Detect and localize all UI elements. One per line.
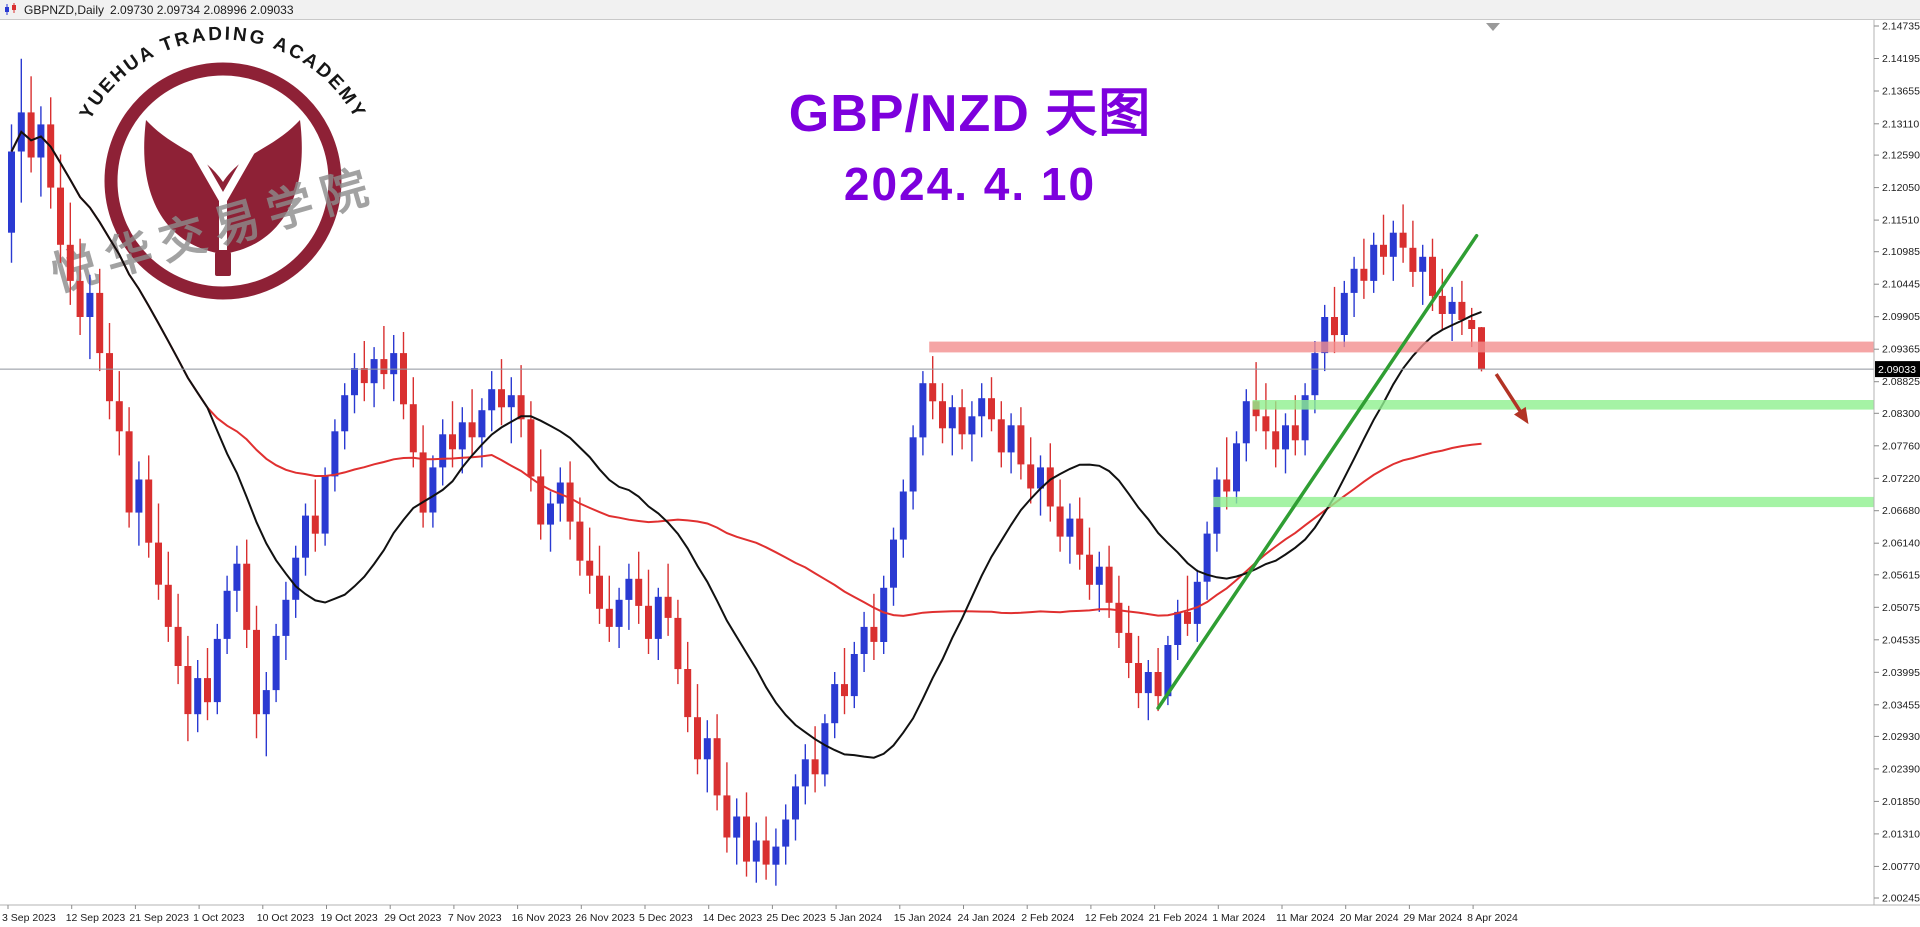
price-axis-label: 2.08300 bbox=[1882, 408, 1920, 420]
price-axis-label: 2.13655 bbox=[1882, 86, 1920, 98]
time-axis-label: 20 Mar 2024 bbox=[1340, 912, 1399, 924]
price-axis-label: 2.14195 bbox=[1882, 53, 1920, 65]
time-axis-label: 11 Mar 2024 bbox=[1276, 912, 1334, 924]
price-axis-label: 2.07760 bbox=[1882, 440, 1920, 452]
time-axis-label: 1 Oct 2023 bbox=[193, 912, 245, 924]
price-axis-label: 2.04535 bbox=[1882, 634, 1920, 646]
price-axis-label: 2.00245 bbox=[1882, 893, 1920, 905]
price-axis-label: 2.10985 bbox=[1882, 246, 1920, 258]
time-axis-label: 29 Mar 2024 bbox=[1403, 912, 1462, 924]
ohlc-quote-label: 2.09730 2.09734 2.08996 2.09033 bbox=[110, 2, 294, 17]
time-axis-label: 16 Nov 2023 bbox=[512, 912, 572, 924]
price-axis-label: 2.10445 bbox=[1882, 279, 1920, 291]
chart-title-bar: GBPNZD,Daily 2.09730 2.09734 2.08996 2.0… bbox=[0, 0, 1920, 20]
time-axis-label: 7 Nov 2023 bbox=[448, 912, 502, 924]
price-axis-label: 2.08825 bbox=[1882, 376, 1920, 388]
price-axis-label: 2.05615 bbox=[1882, 569, 1920, 581]
candlestick-icon bbox=[5, 3, 16, 15]
logo-stem bbox=[215, 252, 231, 276]
price-axis-label: 2.09905 bbox=[1882, 311, 1920, 323]
price-axis-label: 2.13110 bbox=[1882, 118, 1919, 130]
price-axis-label: 2.03455 bbox=[1882, 699, 1920, 711]
current-price-tag: 2.09033 bbox=[1875, 361, 1920, 378]
time-axis-label: 2 Feb 2024 bbox=[1021, 912, 1074, 924]
time-axis[interactable]: 3 Sep 2023 12 Sep 2023 21 Sep 2023 1 Oct 20… bbox=[2, 905, 1518, 924]
time-axis-label: 5 Dec 2023 bbox=[639, 912, 693, 924]
ma-slow-line bbox=[10, 130, 1482, 617]
price-axis-label: 2.01850 bbox=[1882, 796, 1920, 808]
price-axis-label: 2.05075 bbox=[1882, 602, 1920, 614]
down-arrow[interactable] bbox=[1494, 373, 1529, 425]
time-axis-label: 8 Apr 2024 bbox=[1467, 912, 1518, 924]
time-axis-label: 19 Oct 2023 bbox=[321, 912, 378, 924]
price-axis-label: 2.01310 bbox=[1882, 828, 1920, 840]
time-axis-label: 3 Sep 2023 bbox=[2, 912, 56, 924]
price-axis-label: 2.12590 bbox=[1882, 150, 1920, 162]
time-axis-label: 24 Jan 2024 bbox=[958, 912, 1016, 924]
academy-logo: YUEHUA TRADING ACADEMY bbox=[76, 24, 368, 300]
time-axis-label: 12 Sep 2023 bbox=[66, 912, 126, 924]
price-axis-label: 2.06680 bbox=[1882, 505, 1920, 517]
time-axis-label: 15 Jan 2024 bbox=[894, 912, 952, 924]
time-axis-label: 21 Feb 2024 bbox=[1149, 912, 1208, 924]
support-zone-1[interactable] bbox=[1252, 400, 1874, 410]
price-axis-label: 2.14735 bbox=[1882, 21, 1920, 33]
time-axis-label: 1 Mar 2024 bbox=[1212, 912, 1265, 924]
time-axis-label: 29 Oct 2023 bbox=[384, 912, 441, 924]
time-axis-label: 10 Oct 2023 bbox=[257, 912, 314, 924]
price-axis-label: 2.09365 bbox=[1882, 344, 1920, 356]
logo-emblem-detail bbox=[188, 144, 258, 250]
price-axis-label: 2.06140 bbox=[1882, 538, 1920, 550]
candlesticks bbox=[8, 58, 1485, 886]
price-axis-label: 2.12050 bbox=[1882, 182, 1920, 194]
time-axis-label: 5 Jan 2024 bbox=[830, 912, 882, 924]
time-axis-label: 14 Dec 2023 bbox=[703, 912, 763, 924]
price-axis-label: 2.07220 bbox=[1882, 473, 1920, 485]
price-axis-label: 2.00770 bbox=[1882, 861, 1920, 873]
price-axis-label: 2.03995 bbox=[1882, 667, 1920, 679]
symbol-period-label: GBPNZD,Daily bbox=[24, 2, 105, 17]
price-axis-label: 2.11510 bbox=[1882, 215, 1919, 227]
time-axis-label: 26 Nov 2023 bbox=[575, 912, 635, 924]
svg-text:2.09033: 2.09033 bbox=[1878, 364, 1916, 376]
price-axis-label: 2.02930 bbox=[1882, 731, 1920, 743]
price-axis[interactable]: 2.14735 2.14195 2.13655 2.13110 2.12590 2.120… bbox=[1874, 21, 1920, 905]
time-axis-label: 25 Dec 2023 bbox=[766, 912, 826, 924]
price-axis-label: 2.02390 bbox=[1882, 763, 1920, 775]
time-axis-label: 21 Sep 2023 bbox=[129, 912, 189, 924]
support-zone-2[interactable] bbox=[1213, 496, 1874, 508]
logo-emblem bbox=[144, 120, 302, 254]
time-axis-label: 12 Feb 2024 bbox=[1085, 912, 1144, 924]
chart-symbol-icon[interactable] bbox=[4, 3, 18, 16]
ma-fast-line bbox=[10, 130, 1482, 759]
chart-shift-marker[interactable] bbox=[1486, 23, 1500, 31]
trendline[interactable] bbox=[1156, 233, 1479, 710]
logo-ring bbox=[104, 62, 342, 300]
